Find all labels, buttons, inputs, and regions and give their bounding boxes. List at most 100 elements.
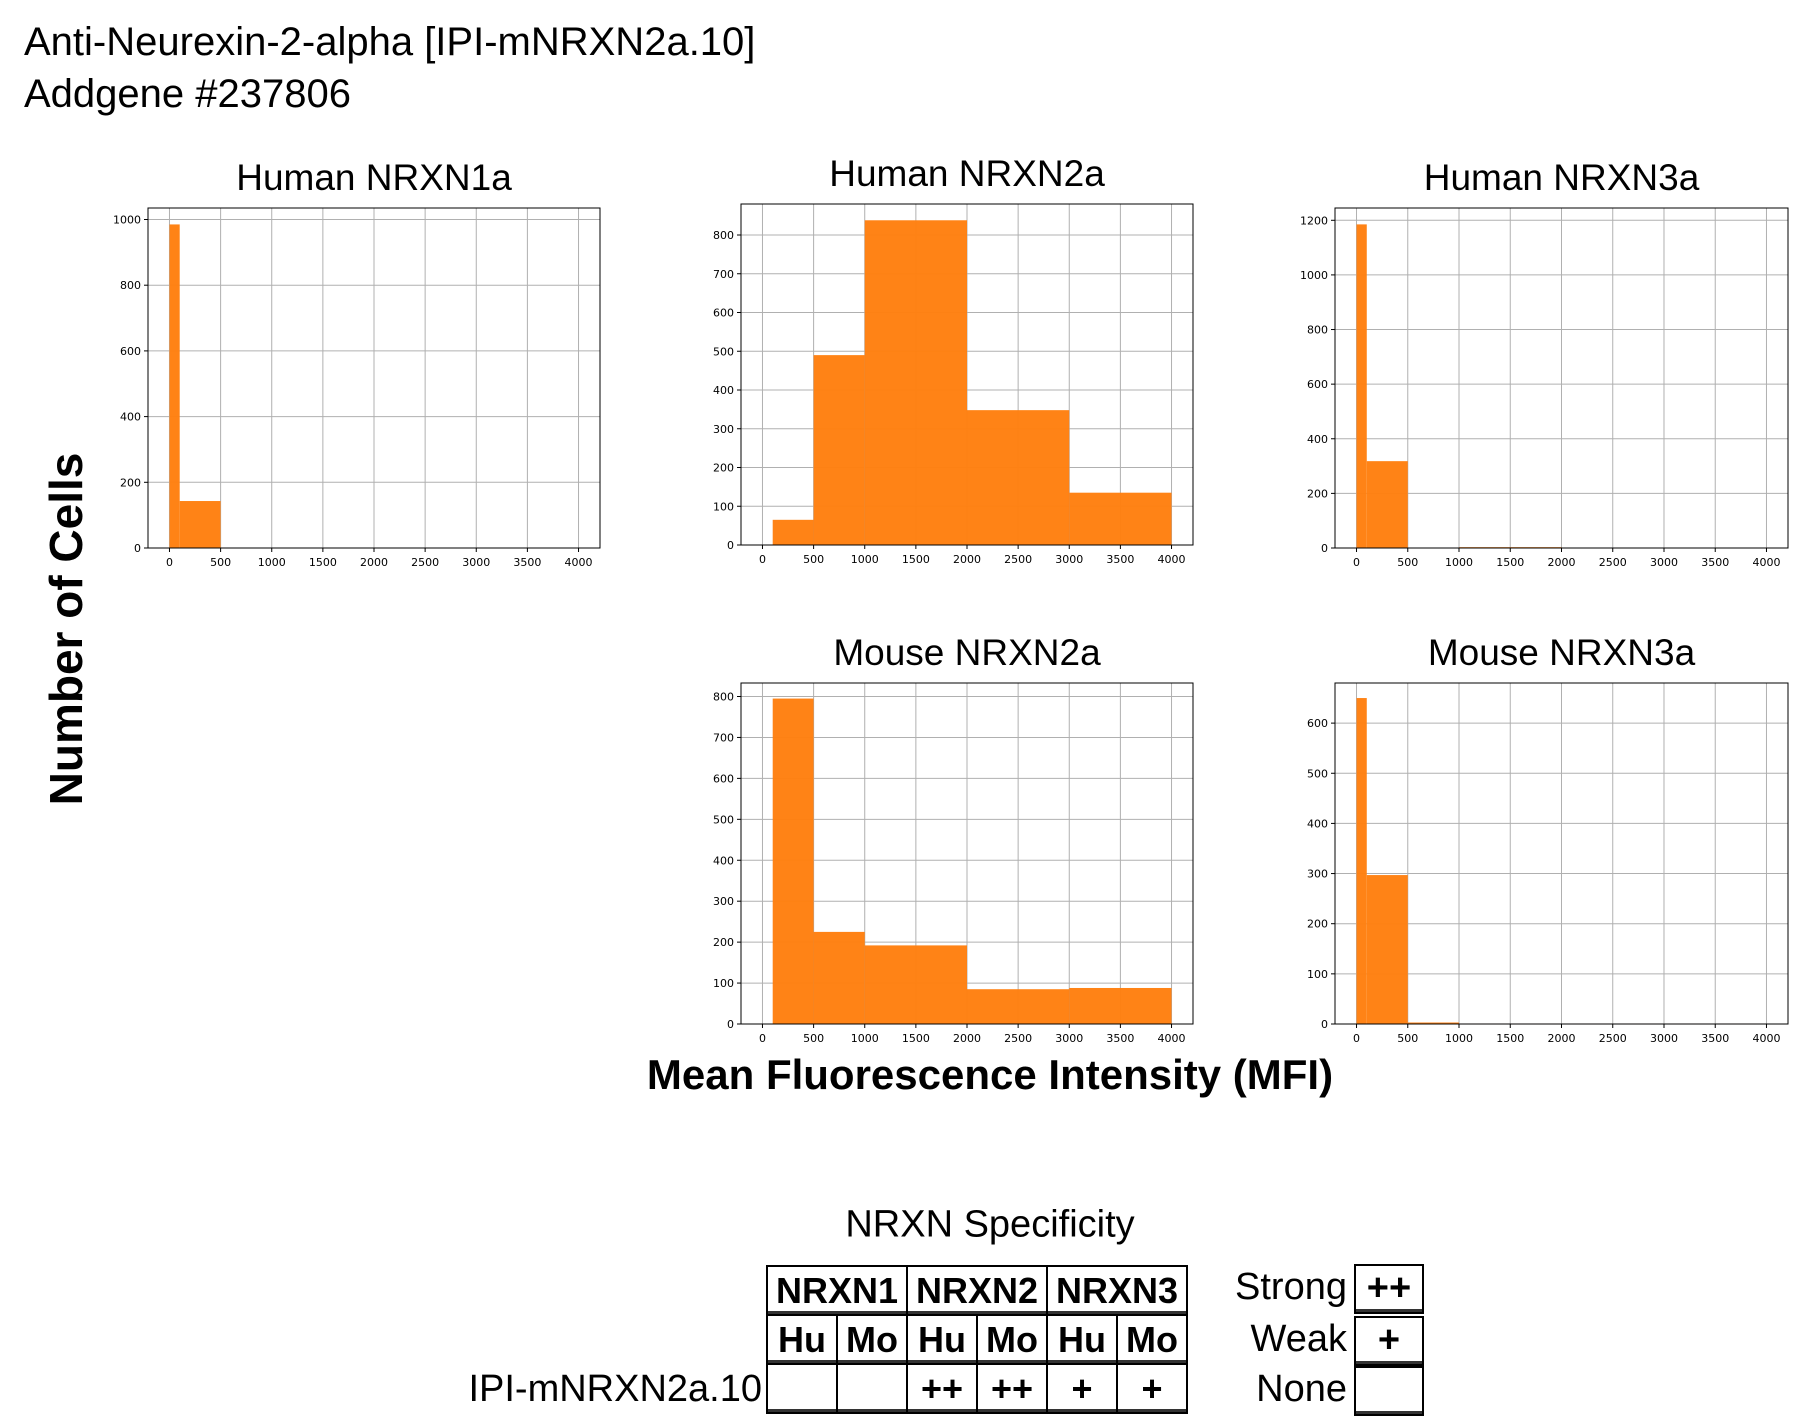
x-tick-label: 0 — [166, 556, 173, 569]
y-tick-label: 400 — [713, 854, 734, 867]
plot-title: Human NRXN2a — [829, 153, 1105, 194]
specificity-title: NRXN Specificity — [845, 1203, 1135, 1246]
x-tick-label: 4000 — [1158, 553, 1186, 566]
y-tick-label: 0 — [1321, 1018, 1328, 1031]
x-tick-label: 0 — [759, 1032, 766, 1045]
specificity-cell — [836, 1363, 908, 1414]
histogram-bar — [864, 220, 967, 545]
x-tick-label: 1500 — [1496, 1032, 1524, 1045]
x-axis-label: Mean Fluorescence Intensity (MFI) — [646, 1051, 1334, 1098]
species-header: Hu — [906, 1314, 978, 1365]
y-tick-label: 200 — [713, 462, 734, 475]
y-tick-label: 1000 — [113, 213, 141, 226]
x-tick-label: 2000 — [953, 1032, 981, 1045]
x-tick-label: 2000 — [953, 553, 981, 566]
x-tick-label: 3500 — [1106, 1032, 1134, 1045]
species-header: Mo — [1116, 1314, 1188, 1365]
legend-label-none: None — [1256, 1368, 1347, 1410]
x-tick-label: 1000 — [851, 1032, 879, 1045]
y-tick-label: 200 — [1307, 487, 1328, 500]
y-tick-label: 800 — [713, 691, 734, 704]
figure-title: Anti-Neurexin-2-alpha [IPI-mNRXN2a.10] — [24, 20, 756, 64]
group-header-row: NRXN1 NRXN2 NRXN3 — [766, 1265, 1188, 1316]
x-tick-label: 0 — [1353, 556, 1360, 569]
y-tick-label: 500 — [713, 813, 734, 826]
y-tick-label: 800 — [1307, 324, 1328, 337]
y-tick-label: 1200 — [1300, 214, 1328, 227]
x-tick-label: 1500 — [902, 553, 930, 566]
y-tick-label: 100 — [713, 500, 734, 513]
legend-symbol-weak: + — [1354, 1316, 1424, 1366]
x-tick-label: 2000 — [360, 556, 388, 569]
x-tick-label: 2000 — [1548, 1032, 1576, 1045]
x-tick-label: 500 — [1397, 1032, 1418, 1045]
specificity-cell: + — [1116, 1363, 1188, 1414]
y-tick-label: 0 — [134, 542, 141, 555]
x-tick-label: 1500 — [902, 1032, 930, 1045]
legend-symbol-none — [1354, 1366, 1424, 1416]
antibody-row: ++ ++ + + — [766, 1363, 1188, 1414]
group-header: NRXN2 — [906, 1265, 1048, 1316]
y-tick-label: 100 — [1307, 968, 1328, 981]
plot-title: Human NRXN1a — [236, 157, 512, 198]
x-tick-label: 500 — [803, 553, 824, 566]
y-tick-label: 100 — [713, 977, 734, 990]
histogram-bar — [169, 224, 180, 549]
species-row: Hu Mo Hu Mo Hu Mo — [766, 1314, 1188, 1365]
y-axis-label: Number of Cells — [40, 452, 92, 806]
species-header: Mo — [976, 1314, 1048, 1365]
plot-frame — [1334, 682, 1789, 1025]
x-tick-label: 3000 — [1055, 1032, 1083, 1045]
y-tick-label: 300 — [713, 895, 734, 908]
specificity-cell: ++ — [976, 1363, 1048, 1414]
x-tick-label: 2500 — [411, 556, 439, 569]
x-tick-label: 3000 — [1650, 1032, 1678, 1045]
histogram-bar — [864, 945, 967, 1024]
y-tick-label: 500 — [713, 345, 734, 358]
y-tick-label: 200 — [1307, 918, 1328, 931]
y-tick-label: 0 — [727, 1018, 734, 1031]
x-tick-label: 3500 — [513, 556, 541, 569]
y-tick-label: 1000 — [1300, 269, 1328, 282]
x-tick-label: 1500 — [1496, 556, 1524, 569]
x-tick-label: 2500 — [1004, 553, 1032, 566]
y-tick-label: 400 — [1307, 433, 1328, 446]
histogram-bar — [813, 931, 865, 1024]
x-tick-label: 4000 — [1752, 1032, 1780, 1045]
x-tick-label: 3500 — [1701, 1032, 1729, 1045]
specificity-cell: ++ — [906, 1363, 978, 1414]
y-tick-label: 700 — [713, 268, 734, 281]
histogram-bar — [967, 410, 1070, 545]
group-header: NRXN1 — [766, 1265, 908, 1316]
plot-title: Human NRXN3a — [1424, 157, 1700, 198]
histogram-bar — [772, 519, 814, 545]
plot-frame — [740, 682, 1194, 1025]
plot-title: Mouse NRXN3a — [1428, 632, 1696, 673]
x-tick-label: 2000 — [1548, 556, 1576, 569]
y-tick-label: 400 — [120, 411, 141, 424]
species-header: Hu — [766, 1314, 838, 1365]
plot-title: Mouse NRXN2a — [833, 632, 1101, 673]
y-tick-label: 600 — [120, 345, 141, 358]
x-tick-label: 500 — [803, 1032, 824, 1045]
group-header: NRXN3 — [1046, 1265, 1188, 1316]
x-tick-label: 0 — [759, 553, 766, 566]
x-tick-label: 3500 — [1701, 556, 1729, 569]
x-tick-label: 1000 — [258, 556, 286, 569]
x-tick-label: 3000 — [1055, 553, 1083, 566]
y-tick-label: 600 — [1307, 378, 1328, 391]
y-tick-label: 0 — [1321, 542, 1328, 555]
antibody-row-label: IPI-mNRXN2a.10 — [468, 1368, 762, 1410]
x-tick-label: 0 — [1353, 1032, 1360, 1045]
legend-label-strong: Strong — [1235, 1266, 1347, 1308]
histogram-bar — [1356, 698, 1367, 1024]
addgene-id: Addgene #237806 — [24, 72, 351, 116]
histogram-bar — [967, 989, 1070, 1024]
histogram-bar — [1366, 875, 1408, 1024]
specificity-cell: + — [1046, 1363, 1118, 1414]
y-tick-label: 600 — [713, 772, 734, 785]
